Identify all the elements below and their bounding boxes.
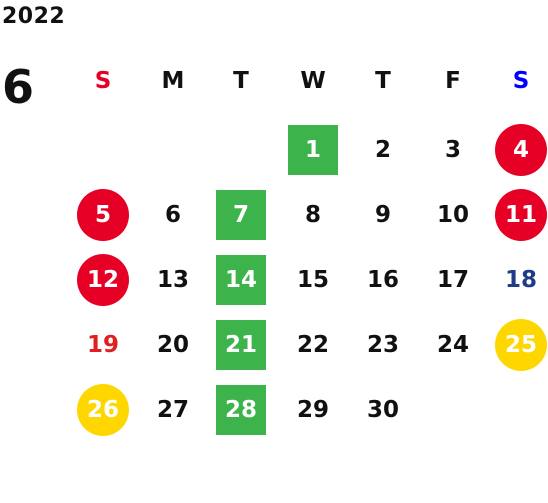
day-cell-5[interactable]: 5 <box>77 189 129 241</box>
day-cell-4[interactable]: 4 <box>495 124 547 176</box>
day-cell-26[interactable]: 26 <box>77 384 129 436</box>
weekday-sat: S <box>512 68 530 94</box>
day-cell-21[interactable]: 21 <box>216 320 266 370</box>
day-cell-11[interactable]: 11 <box>495 189 547 241</box>
day-cell-25[interactable]: 25 <box>495 319 547 371</box>
weekday-fri: F <box>445 68 461 94</box>
weekday-mon: M <box>161 68 185 94</box>
day-cell-8[interactable]: 8 <box>304 202 321 228</box>
day-cell-10[interactable]: 10 <box>436 202 469 228</box>
day-cell-29[interactable]: 29 <box>296 397 329 423</box>
day-cell-18[interactable]: 18 <box>504 267 537 293</box>
day-cell-30[interactable]: 30 <box>366 397 399 423</box>
day-cell-13[interactable]: 13 <box>156 267 189 293</box>
day-cell-14[interactable]: 14 <box>216 255 266 305</box>
day-cell-15[interactable]: 15 <box>296 267 329 293</box>
day-cell-27[interactable]: 27 <box>156 397 189 423</box>
month-number: 6 <box>2 60 35 114</box>
day-cell-9[interactable]: 9 <box>374 202 391 228</box>
weekday-thu: T <box>375 68 391 94</box>
day-cell-24[interactable]: 24 <box>436 332 469 358</box>
year-label: 2022 <box>2 4 66 29</box>
weekday-sun: S <box>94 68 112 94</box>
day-cell-2[interactable]: 2 <box>374 137 391 163</box>
day-cell-23[interactable]: 23 <box>366 332 399 358</box>
day-cell-1[interactable]: 1 <box>288 125 338 175</box>
day-cell-3[interactable]: 3 <box>444 137 461 163</box>
day-cell-20[interactable]: 20 <box>156 332 189 358</box>
day-cell-22[interactable]: 22 <box>296 332 329 358</box>
day-cell-17[interactable]: 17 <box>436 267 469 293</box>
day-cell-19[interactable]: 19 <box>86 332 119 358</box>
day-cell-6[interactable]: 6 <box>164 202 181 228</box>
weekday-wed: W <box>300 68 326 94</box>
day-cell-28[interactable]: 28 <box>216 385 266 435</box>
day-cell-16[interactable]: 16 <box>366 267 399 293</box>
day-cell-7[interactable]: 7 <box>216 190 266 240</box>
weekday-tue: T <box>233 68 249 94</box>
day-cell-12[interactable]: 12 <box>77 254 129 306</box>
